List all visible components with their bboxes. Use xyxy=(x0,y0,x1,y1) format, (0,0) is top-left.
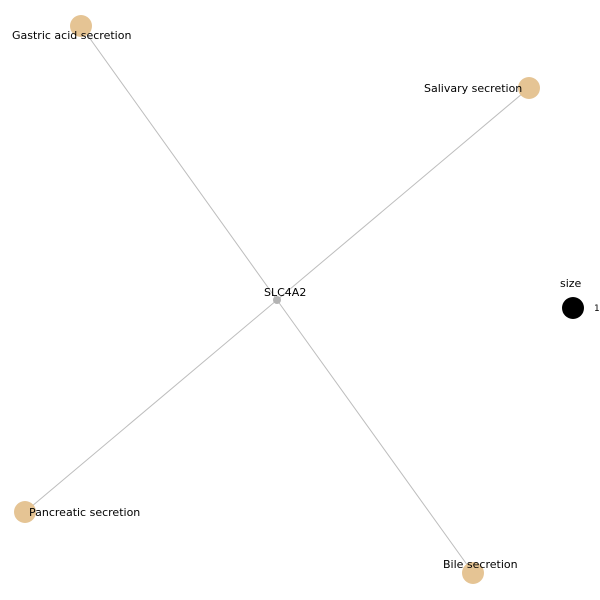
edge-gene-salivary xyxy=(276,87,530,301)
pathway-node-salivary xyxy=(518,77,540,99)
edge-gene-gastric xyxy=(80,25,278,301)
pathway-label-salivary: Salivary secretion xyxy=(424,82,522,95)
pathway-label-gastric: Gastric acid secretion xyxy=(12,29,131,42)
gene-label-gene: SLC4A2 xyxy=(264,286,306,299)
labels-layer: SLC4A2 Gastric acid secretion Salivary sec… xyxy=(12,29,522,571)
size-legend: size 1 xyxy=(560,277,600,319)
edges-layer xyxy=(24,25,530,574)
edge-gene-bile xyxy=(276,299,474,574)
pathway-node-pancreatic xyxy=(14,501,36,523)
pathway-label-bile: Bile secretion xyxy=(443,558,518,571)
legend-size-marker xyxy=(562,297,584,319)
edge-gene-pancreatic xyxy=(24,299,278,513)
gene-node-gene xyxy=(273,296,281,304)
nodes-layer xyxy=(14,15,540,584)
legend-size-value: 1 xyxy=(594,304,600,314)
pathway-node-gastric xyxy=(70,15,92,37)
pathway-node-bile xyxy=(462,562,484,584)
legend-title: size xyxy=(560,277,582,290)
pathway-label-pancreatic: Pancreatic secretion xyxy=(29,506,140,519)
